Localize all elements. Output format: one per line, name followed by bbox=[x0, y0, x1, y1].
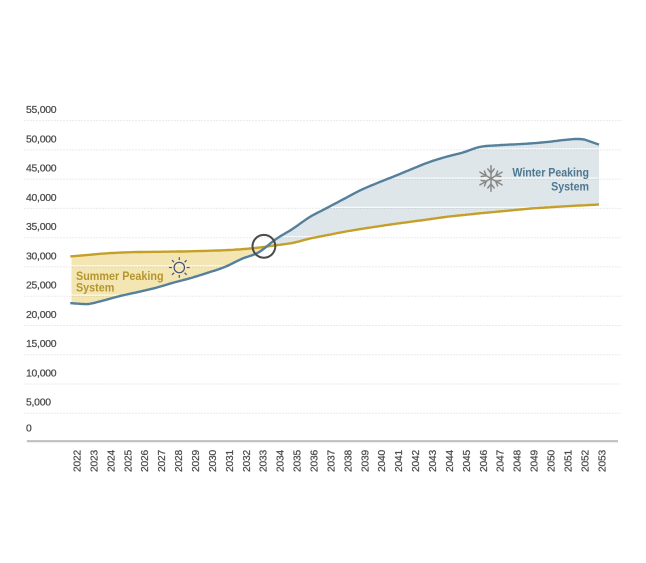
svg-text:20,000: 20,000 bbox=[26, 310, 57, 321]
svg-text:Summer Peaking: Summer Peaking bbox=[76, 271, 164, 283]
svg-text:Winter Peaking: Winter Peaking bbox=[512, 168, 589, 180]
svg-text:40,000: 40,000 bbox=[26, 193, 57, 204]
svg-text:2036: 2036 bbox=[310, 450, 321, 472]
svg-text:2044: 2044 bbox=[445, 450, 456, 472]
svg-text:2049: 2049 bbox=[530, 450, 541, 472]
svg-text:10,000: 10,000 bbox=[26, 368, 57, 379]
svg-text:2027: 2027 bbox=[157, 450, 168, 472]
svg-text:2033: 2033 bbox=[259, 450, 270, 472]
svg-text:2048: 2048 bbox=[513, 450, 524, 472]
svg-text:2037: 2037 bbox=[327, 450, 338, 472]
svg-text:55,000: 55,000 bbox=[26, 105, 57, 116]
svg-text:2038: 2038 bbox=[343, 450, 354, 472]
svg-text:2043: 2043 bbox=[428, 450, 439, 472]
svg-text:5,000: 5,000 bbox=[26, 398, 51, 409]
svg-text:2045: 2045 bbox=[462, 450, 473, 472]
svg-text:2034: 2034 bbox=[276, 450, 287, 472]
svg-text:2029: 2029 bbox=[191, 450, 202, 472]
svg-text:2039: 2039 bbox=[360, 450, 371, 472]
svg-text:2040: 2040 bbox=[377, 450, 388, 472]
svg-text:45,000: 45,000 bbox=[26, 164, 57, 175]
svg-text:2035: 2035 bbox=[293, 450, 304, 472]
svg-text:2024: 2024 bbox=[106, 450, 117, 472]
svg-text:2046: 2046 bbox=[479, 450, 490, 472]
svg-text:2026: 2026 bbox=[140, 450, 151, 472]
svg-text:2025: 2025 bbox=[123, 450, 134, 472]
svg-text:2052: 2052 bbox=[580, 450, 591, 472]
svg-text:2042: 2042 bbox=[411, 450, 422, 472]
svg-text:35,000: 35,000 bbox=[26, 222, 57, 233]
svg-text:15,000: 15,000 bbox=[26, 339, 57, 350]
svg-text:50,000: 50,000 bbox=[26, 134, 57, 145]
svg-text:2051: 2051 bbox=[564, 450, 575, 472]
svg-text:30,000: 30,000 bbox=[26, 251, 57, 262]
svg-text:2028: 2028 bbox=[174, 450, 185, 472]
svg-text:System: System bbox=[76, 282, 114, 294]
svg-text:2041: 2041 bbox=[394, 450, 405, 472]
svg-text:2053: 2053 bbox=[597, 450, 608, 472]
svg-text:25,000: 25,000 bbox=[26, 281, 57, 292]
svg-text:2023: 2023 bbox=[89, 450, 100, 472]
svg-text:2022: 2022 bbox=[73, 450, 84, 472]
svg-text:2032: 2032 bbox=[242, 450, 253, 472]
svg-text:2030: 2030 bbox=[208, 450, 219, 472]
svg-text:2050: 2050 bbox=[547, 450, 558, 472]
svg-text:System: System bbox=[551, 182, 589, 194]
svg-text:2047: 2047 bbox=[496, 450, 507, 472]
svg-text:2031: 2031 bbox=[225, 450, 236, 472]
svg-text:0: 0 bbox=[26, 423, 32, 434]
